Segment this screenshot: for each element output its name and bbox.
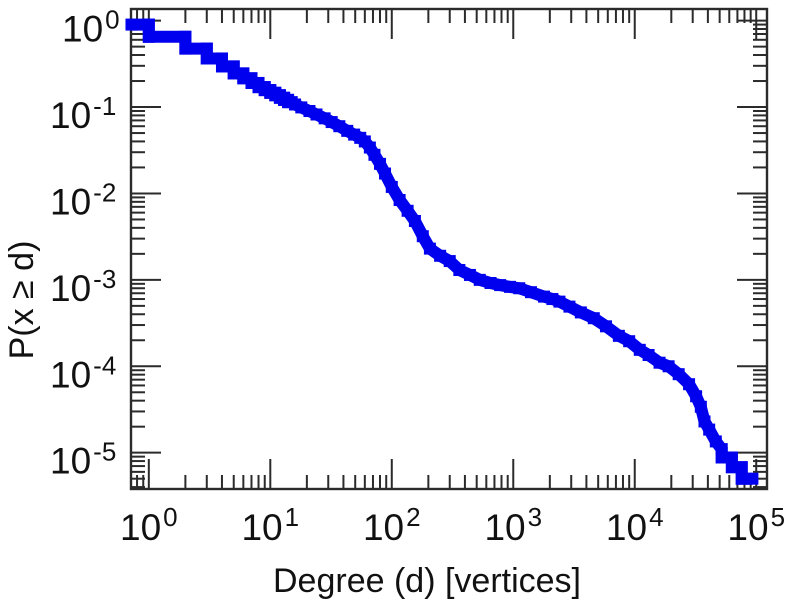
y-tick-label: 10-3 (50, 264, 116, 309)
data-point-marker (374, 157, 387, 170)
plot-frame (129, 7, 769, 491)
data-point-marker (690, 390, 703, 403)
data-point-marker (443, 255, 456, 268)
data-point-marker (463, 268, 476, 281)
data-point-marker (179, 30, 192, 43)
data-point-marker (379, 167, 392, 180)
data-point-marker (653, 356, 666, 369)
data-point-marker (662, 360, 675, 373)
axis-tick-labels: 100 101 102 103 104 105 100 10-1 10-2 10-3 10-4 10-… (50, 5, 785, 548)
data-point-marker (423, 242, 436, 255)
x-tick-label: 101 (241, 502, 299, 548)
data-point-marker (333, 120, 346, 133)
data-point-marker (703, 423, 716, 436)
data-point-marker (746, 472, 759, 485)
data-point-marker (227, 67, 240, 80)
data-point-marker (503, 280, 516, 293)
data-point-marker (245, 76, 258, 89)
data-point-marker (683, 378, 696, 391)
data-point-marker (200, 42, 213, 55)
data-point-marker (672, 368, 685, 381)
x-tick-label: 104 (606, 502, 664, 548)
data-point-marker (513, 282, 526, 295)
y-axis-title: P(x ≥ d) (3, 241, 41, 360)
data-point-marker (612, 329, 625, 342)
x-tick-label: 105 (727, 502, 785, 548)
data-point-marker (341, 124, 354, 137)
data-point-marker (368, 148, 381, 161)
data-point-marker (694, 400, 707, 413)
data-point-marker (200, 52, 213, 65)
y-tick-label: 10-5 (50, 437, 116, 482)
data-point-marker (725, 461, 738, 474)
data-point-marker (715, 451, 728, 464)
data-point-marker (179, 42, 192, 55)
x-tick-label: 102 (363, 502, 421, 548)
data-point-marker (215, 60, 228, 73)
data-point-marker (142, 18, 155, 31)
data-point-marker (574, 306, 587, 319)
y-tick-label: 10-4 (50, 350, 116, 395)
data-point-marker (416, 230, 429, 243)
data-point-marker (600, 320, 613, 333)
y-tick-label: 10-1 (50, 91, 116, 136)
data-point-marker (385, 180, 398, 193)
data-point-marker (494, 279, 507, 292)
data-point-marker (434, 249, 447, 262)
data-point-marker (227, 60, 240, 73)
data-point-marker (401, 204, 414, 217)
axis-ticks (130, 8, 768, 490)
data-point-marker (453, 264, 466, 277)
data-point-marker (735, 472, 748, 485)
data-point-marker (623, 335, 636, 348)
data-point-marker (125, 18, 138, 31)
data-point-marker (408, 214, 421, 227)
data-point-marker (563, 300, 576, 313)
data-point-marker (142, 30, 155, 43)
y-tick-label: 100 (62, 5, 120, 50)
data-point-marker (725, 451, 738, 464)
data-point-marker (473, 273, 486, 286)
data-point-marker (484, 276, 497, 289)
data-point-marker (735, 461, 748, 474)
ccdf-series (125, 18, 759, 485)
x-tick-label: 103 (484, 502, 542, 548)
data-point-marker (587, 312, 600, 325)
x-axis-title: Degree (d) [vertices] (273, 562, 581, 600)
data-point-marker (393, 193, 406, 206)
data-point-marker (525, 286, 538, 299)
y-tick-label: 10-2 (50, 177, 116, 222)
data-point-marker (642, 349, 655, 362)
x-tick-label: 100 (120, 502, 178, 548)
data-point-marker (553, 295, 566, 308)
